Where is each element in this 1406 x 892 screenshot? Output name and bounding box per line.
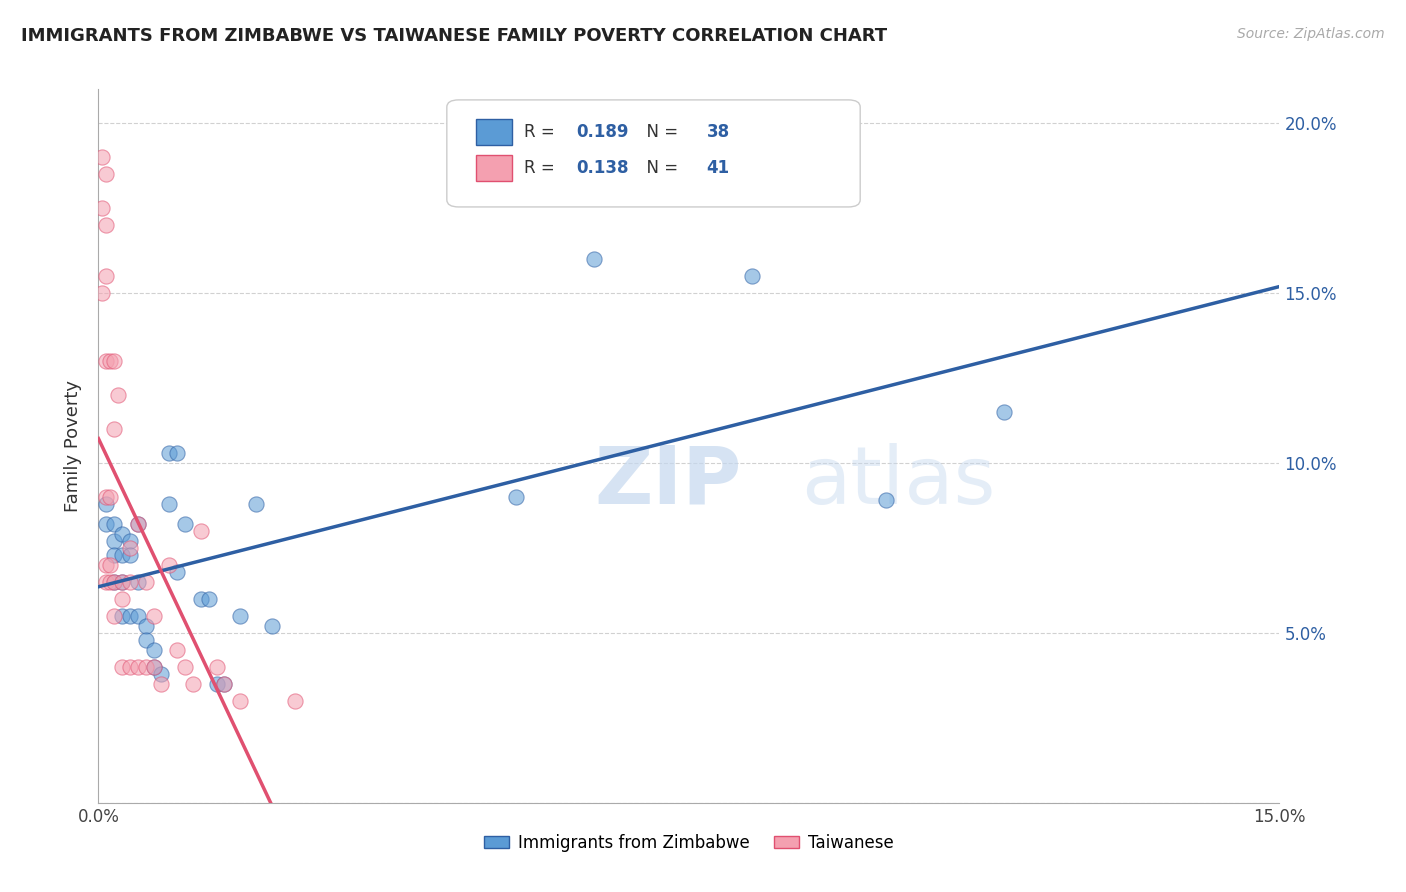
Legend: Immigrants from Zimbabwe, Taiwanese: Immigrants from Zimbabwe, Taiwanese <box>478 828 900 859</box>
Point <box>111 574 134 589</box>
Point <box>96 517 118 532</box>
Point <box>142 643 165 657</box>
Point <box>118 574 141 589</box>
Point <box>98 574 121 589</box>
Point <box>127 517 149 532</box>
Point <box>190 524 212 538</box>
Point <box>150 666 173 681</box>
Point <box>118 608 141 623</box>
Point <box>229 694 252 708</box>
Text: IMMIGRANTS FROM ZIMBABWE VS TAIWANESE FAMILY POVERTY CORRELATION CHART: IMMIGRANTS FROM ZIMBABWE VS TAIWANESE FA… <box>21 27 887 45</box>
Point <box>118 541 141 555</box>
Text: 38: 38 <box>707 123 730 141</box>
Point <box>157 446 180 460</box>
Point <box>103 422 125 436</box>
Point <box>166 643 188 657</box>
Point <box>91 201 114 215</box>
Point <box>505 490 527 504</box>
Point <box>135 619 157 633</box>
Point <box>103 574 125 589</box>
Point <box>96 218 118 232</box>
Point <box>96 558 118 572</box>
Point <box>741 269 763 284</box>
Point <box>111 548 134 562</box>
Point <box>111 527 134 541</box>
Point <box>205 660 228 674</box>
Point <box>135 632 157 647</box>
Point <box>96 497 118 511</box>
Point <box>111 591 134 606</box>
Point <box>118 534 141 549</box>
Point <box>583 252 606 266</box>
Point <box>142 660 165 674</box>
Point <box>91 150 114 164</box>
Point <box>181 677 204 691</box>
Point <box>96 167 118 181</box>
Point <box>135 574 157 589</box>
Point <box>111 608 134 623</box>
Point <box>214 677 236 691</box>
FancyBboxPatch shape <box>477 155 512 180</box>
Point <box>190 591 212 606</box>
Y-axis label: Family Poverty: Family Poverty <box>65 380 83 512</box>
FancyBboxPatch shape <box>477 120 512 145</box>
FancyBboxPatch shape <box>447 100 860 207</box>
Point <box>127 660 149 674</box>
Point <box>103 517 125 532</box>
Point <box>260 619 283 633</box>
Text: Source: ZipAtlas.com: Source: ZipAtlas.com <box>1237 27 1385 41</box>
Point <box>118 660 141 674</box>
Point <box>107 388 129 402</box>
Point <box>111 660 134 674</box>
Point <box>96 574 118 589</box>
Point <box>127 608 149 623</box>
Point <box>103 574 125 589</box>
Point <box>96 490 118 504</box>
Text: 0.189: 0.189 <box>576 123 630 141</box>
Text: atlas: atlas <box>801 442 995 521</box>
Text: ZIP: ZIP <box>595 442 742 521</box>
Point <box>96 354 118 368</box>
Point <box>166 446 188 460</box>
Text: R =: R = <box>523 123 560 141</box>
Point <box>245 497 267 511</box>
Text: R =: R = <box>523 159 560 177</box>
Point <box>142 608 165 623</box>
Text: N =: N = <box>636 159 683 177</box>
Point <box>98 490 121 504</box>
Text: 41: 41 <box>707 159 730 177</box>
Point <box>284 694 307 708</box>
Point <box>142 660 165 674</box>
Point <box>166 565 188 579</box>
Point <box>157 497 180 511</box>
Point <box>135 660 157 674</box>
Point <box>875 493 897 508</box>
Point <box>150 677 173 691</box>
Point <box>127 574 149 589</box>
Point <box>205 677 228 691</box>
Point <box>98 354 121 368</box>
Point <box>127 517 149 532</box>
Point <box>174 660 197 674</box>
Point <box>103 608 125 623</box>
Point <box>214 677 236 691</box>
Point <box>157 558 180 572</box>
Point <box>993 405 1015 419</box>
Text: 0.138: 0.138 <box>576 159 630 177</box>
Point <box>98 558 121 572</box>
Point <box>91 286 114 301</box>
Text: N =: N = <box>636 123 683 141</box>
Point <box>96 269 118 284</box>
Point <box>174 517 197 532</box>
Point <box>111 574 134 589</box>
Point <box>229 608 252 623</box>
Point <box>197 591 219 606</box>
Point <box>118 548 141 562</box>
Point <box>103 548 125 562</box>
Point <box>103 354 125 368</box>
Point <box>103 534 125 549</box>
